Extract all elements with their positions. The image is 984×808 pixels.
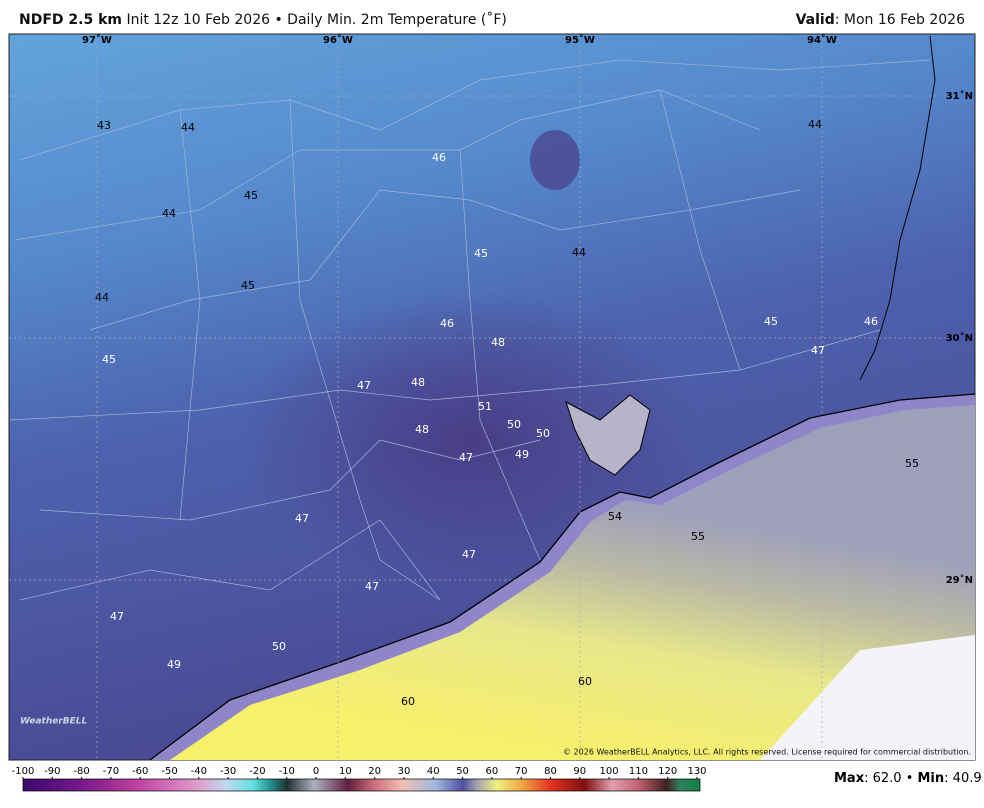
colorbar-tick-label: -30 [220,766,236,777]
colorbar-tick-label: -70 [103,766,119,777]
max-value: : 62.0 • [864,771,918,786]
colorbar-tick-label: 90 [573,766,586,777]
colorbar-tick-label: 10 [339,766,352,777]
stats: Max: 62.0 • Min: 40.9 [834,771,982,786]
min-value: : 40.9 [944,771,982,786]
header-left: NDFD 2.5 km Init 12z 10 Feb 2026 • Daily… [19,12,507,28]
no-data [760,635,975,760]
colorbar-tick-label: 80 [544,766,557,777]
description: Init 12z 10 Feb 2026 • Daily Min. 2m Tem… [126,12,507,28]
max-label: Max [834,771,865,786]
colorbar-tick-label: 120 [658,766,677,777]
border [859,35,936,381]
colorbar-tick-label: 40 [427,766,440,777]
colorbar-tick-label: -100 [12,766,35,777]
colorbar-tick-label: 50 [456,766,469,777]
map [8,33,976,761]
colorbar-tick-label: -40 [191,766,207,777]
colorbar-tick-label: -50 [161,766,177,777]
colorbar-tick-label: 110 [629,766,648,777]
gulf [170,405,975,760]
colorbar-tick-label: 100 [600,766,619,777]
colorbar-tick-label: 0 [313,766,319,777]
colorbar-tick-label: -10 [279,766,295,777]
colorbar-tick-label: 70 [515,766,528,777]
valid-date: : Mon 16 Feb 2026 [834,12,965,28]
colorbar-tick-label: 130 [687,766,706,777]
colorbar-tick-label: -60 [132,766,148,777]
min-label: Min [917,771,945,786]
colorbar [22,778,701,792]
colorbar-tick-label: -20 [249,766,265,777]
colorbar-tick-label: 20 [368,766,381,777]
cold-spot [530,130,580,190]
colorbar-tick-label: 60 [486,766,499,777]
model: NDFD 2.5 km [19,12,122,28]
valid-label: Valid [795,12,835,28]
header-right: Valid: Mon 16 Feb 2026 [796,12,965,28]
colorbar-tick-label: 30 [398,766,411,777]
colorbar-tick-label: -90 [44,766,60,777]
colorbar-tick-label: -80 [73,766,89,777]
coastline [149,393,976,761]
